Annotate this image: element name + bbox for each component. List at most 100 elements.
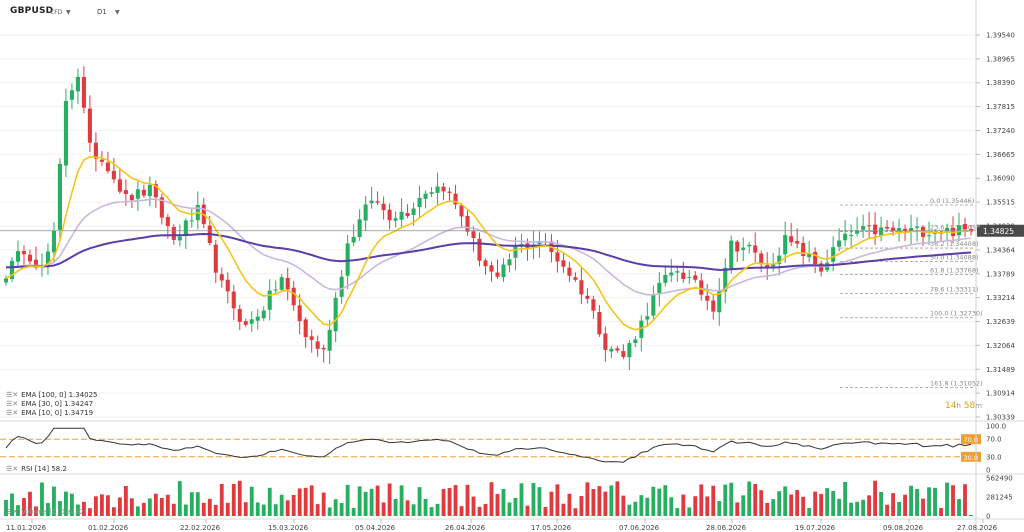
rsi-legend[interactable]: ☰✕ RSI [14] 58.2: [6, 465, 67, 473]
candle-body: [231, 291, 236, 309]
timeframe-label[interactable]: D1: [97, 8, 107, 16]
candle-body: [399, 211, 404, 220]
indicator-menu-icon[interactable]: ☰✕: [6, 409, 19, 417]
candle-body: [411, 208, 416, 215]
candle-body: [771, 263, 776, 267]
volume-bar: [693, 496, 698, 516]
candle-body: [459, 205, 464, 217]
volume-bar: [963, 484, 967, 516]
candle-body: [453, 193, 458, 205]
indicator-menu-icon[interactable]: ☰✕: [6, 400, 19, 408]
volume-bar: [64, 491, 68, 516]
volume-bar: [747, 481, 752, 516]
volume-bar: [657, 488, 662, 516]
volume-legend[interactable]: ☰✕ Volume [0] 19452: [6, 508, 84, 516]
volume-bar: [867, 495, 872, 516]
candle-body: [345, 243, 350, 276]
volume-bar: [741, 495, 746, 516]
price-tick-label: 1.31489: [986, 366, 1015, 374]
volume-bar: [819, 493, 824, 516]
volume-bar: [501, 488, 506, 516]
volume-bar: [933, 487, 937, 516]
candle-body: [513, 245, 518, 258]
rsi-tick-label: 0: [986, 467, 990, 475]
volume-bar: [879, 492, 884, 516]
candle-body: [33, 259, 39, 268]
candle-body: [675, 271, 680, 273]
candle-body: [171, 227, 176, 240]
candle-body: [369, 200, 374, 204]
volume-bar: [903, 494, 907, 516]
candle-body: [75, 76, 80, 92]
current-price-line: 1.34825: [0, 224, 1024, 237]
volume-bar: [777, 491, 782, 516]
candle-body: [357, 219, 362, 238]
candle-body: [351, 236, 356, 243]
volume-bar: [447, 488, 452, 516]
fib-level-label: 161.8 (1.31052): [930, 379, 983, 387]
candle-body: [147, 184, 152, 197]
candle-body: [519, 243, 524, 245]
price-tick-label: 1.37815: [986, 103, 1015, 111]
indicator-menu-icon[interactable]: ☰✕: [6, 465, 19, 473]
volume-bar: [891, 493, 896, 516]
volume-bar: [93, 496, 98, 516]
ema30-legend[interactable]: ☰✕ EMA [30, 0] 1.34247: [6, 400, 93, 408]
candle-body: [603, 333, 608, 350]
rsi-level-tag: [961, 451, 981, 462]
volume-bar: [159, 498, 164, 516]
ema30-legend-text: EMA [30, 0] 1.34247: [21, 400, 94, 408]
symbol-label[interactable]: GBPUSD: [10, 6, 54, 16]
volume-bar: [855, 501, 860, 516]
rsi-tick-label: 70.0: [986, 436, 1002, 444]
timeframe-dropdown-chevron-icon[interactable]: ▼: [115, 9, 120, 16]
volume-bar: [699, 484, 704, 516]
candle-body: [381, 203, 386, 211]
candle-body: [567, 267, 572, 276]
candle-body: [561, 260, 566, 267]
candle-body: [783, 235, 788, 255]
ema10-legend[interactable]: ☰✕ EMA [10, 0] 1.34719: [6, 409, 93, 417]
volume-bar: [567, 493, 572, 516]
candle-body: [968, 229, 974, 231]
volume-bar: [633, 501, 638, 516]
price-tick-label: 1.30339: [986, 414, 1015, 422]
ema10-line: [5, 155, 972, 331]
rsi-level-tag: [961, 434, 981, 445]
rsi-level-tag-text: 30.0: [964, 454, 978, 462]
volume-bar: [381, 502, 386, 516]
volume-bar: [58, 501, 62, 516]
indicator-menu-icon[interactable]: ☰✕: [6, 508, 19, 516]
volume-bar: [555, 484, 560, 516]
candle-body: [225, 279, 230, 292]
price-tick-label: 1.38965: [986, 55, 1015, 63]
symbol-dropdown-chevron-icon[interactable]: ▼: [66, 9, 71, 16]
candle-body: [837, 240, 842, 247]
price-tick-label: 1.38390: [986, 79, 1015, 87]
price-tick-label: 1.32064: [986, 342, 1015, 350]
volume-bar: [915, 489, 919, 516]
date-tick-label: 11.01.2026: [6, 524, 47, 532]
volume-bar: [495, 493, 500, 516]
volume-bar: [243, 502, 248, 516]
ema100-legend[interactable]: ☰✕ EMA [100, 0] 1.34025: [6, 391, 98, 399]
candle-body: [339, 276, 344, 297]
candle-body: [495, 272, 500, 277]
candle-body: [741, 247, 746, 251]
fib-level-label: 61.8 (1.33768): [930, 267, 979, 275]
date-tick-label: 19.07.2026: [795, 524, 836, 532]
volume-bar: [897, 502, 901, 516]
volume-bar: [285, 500, 290, 516]
volume-bar: [801, 496, 806, 516]
volume-bar: [147, 498, 152, 516]
indicator-menu-icon[interactable]: ☰✕: [6, 391, 19, 399]
date-tick-label: 17.05.2026: [531, 524, 572, 532]
volume-bar: [645, 497, 650, 516]
candle-body: [669, 272, 674, 276]
candle-body: [63, 101, 68, 166]
volume-bar: [849, 502, 854, 516]
candle-body: [633, 339, 638, 343]
candle-body: [849, 234, 854, 236]
volume-bar: [399, 485, 404, 516]
